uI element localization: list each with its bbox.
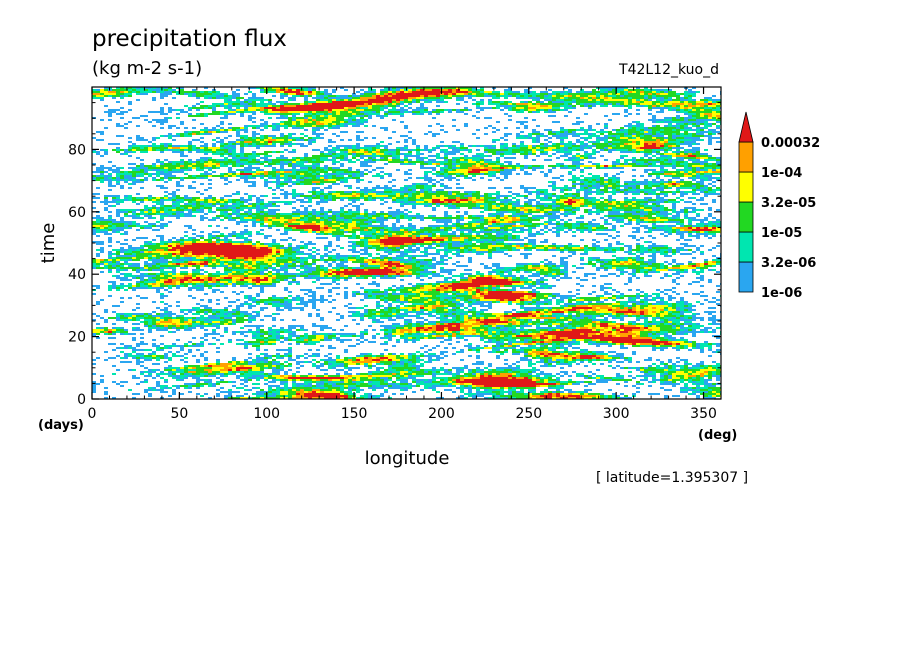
y-tick-label: 40 [68, 267, 86, 283]
chart-units: (kg m-2 s-1) [92, 58, 202, 79]
run-label: T42L12_kuo_d [618, 62, 719, 78]
colorbar-label: 3.2e-06 [761, 256, 816, 271]
x-axis: 0 50 100 150 200 250 300 350 [88, 87, 717, 422]
colorbar-swatch [738, 231, 754, 263]
y-axis: 0 20 40 60 80 [68, 102, 721, 408]
colorbar-swatch [738, 261, 754, 293]
x-axis-title: longitude [365, 448, 450, 469]
colorbar-swatch [738, 171, 754, 203]
x-unit-label: (deg) [698, 428, 737, 443]
x-tick-label: 50 [170, 406, 188, 422]
colorbar-label: 1e-04 [761, 166, 802, 181]
colorbar: 1e-06 3.2e-06 1e-05 3.2e-05 1e-04 0.00032 [738, 111, 820, 301]
colorbar-label: 3.2e-05 [761, 196, 816, 211]
y-tick-label: 0 [77, 392, 86, 408]
chart-title: precipitation flux [92, 26, 287, 52]
precip-level-5 [108, 89, 716, 399]
x-tick-label: 250 [515, 406, 542, 422]
x-tick-label: 100 [253, 406, 280, 422]
colorbar-swatch [738, 201, 754, 233]
x-tick-label: 350 [690, 406, 717, 422]
heatmap-field [92, 87, 721, 399]
precip-level-4 [92, 89, 721, 399]
x-tick-label: 200 [428, 406, 455, 422]
precip-level-2 [92, 87, 721, 399]
colorbar-label: 1e-06 [761, 286, 802, 301]
y-axis-title: time [38, 223, 59, 264]
x-tick-label: 150 [341, 406, 368, 422]
colorbar-label: 1e-05 [761, 226, 802, 241]
x-tick-label: 0 [88, 406, 97, 422]
y-tick-label: 80 [68, 142, 86, 158]
colorbar-label: 0.00032 [761, 136, 820, 151]
x-tick-label: 300 [603, 406, 630, 422]
latitude-annotation: [ latitude=1.395307 ] [596, 470, 748, 486]
colorbar-overflow-triangle [738, 111, 754, 143]
y-tick-label: 60 [68, 205, 86, 221]
y-tick-label: 20 [68, 330, 86, 346]
y-unit-label: (days) [38, 418, 84, 433]
colorbar-swatch [738, 141, 754, 173]
